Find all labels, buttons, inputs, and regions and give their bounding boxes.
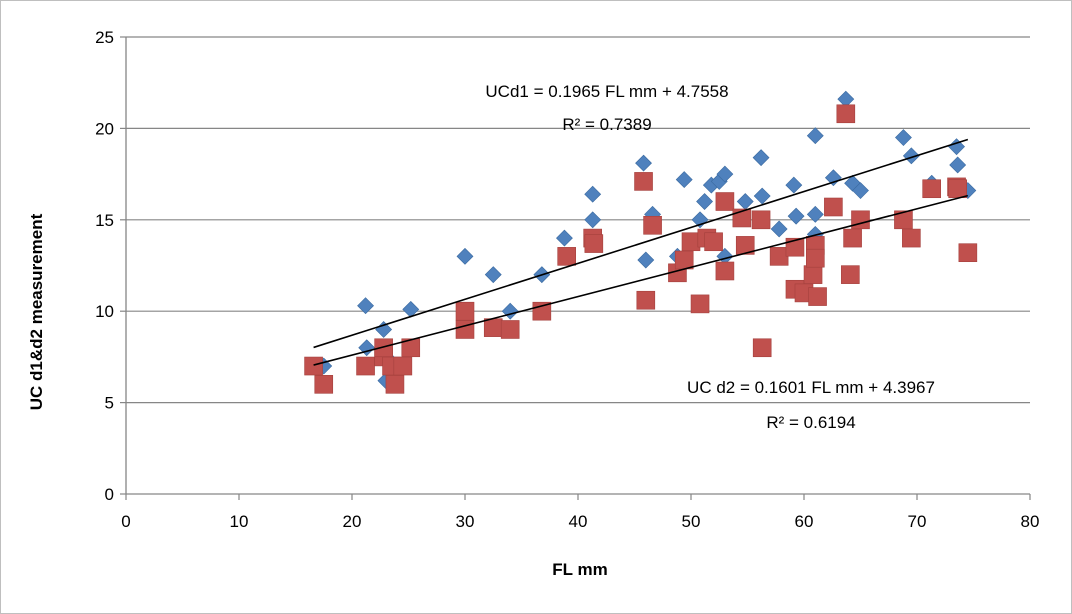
data-point-diamond: [456, 247, 474, 265]
x-axis-ticks: 0 10 20 30 40 50 60 70 80: [121, 494, 1039, 531]
data-point-square: [958, 243, 978, 263]
data-point-square: [557, 247, 577, 266]
data-point-diamond: [949, 156, 967, 174]
y-tick-label: 25: [95, 28, 114, 47]
data-point-square: [314, 375, 334, 394]
trendline-2: [313, 194, 969, 366]
data-point-diamond: [635, 154, 652, 172]
data-point-square: [715, 261, 735, 281]
data-point-diamond: [785, 176, 803, 194]
trendline-1-r-squared: R² = 0.7389: [562, 115, 651, 134]
trendline-1: [313, 138, 969, 349]
x-tick-label: 30: [456, 512, 475, 531]
data-point-square: [785, 237, 805, 257]
data-point-square: [948, 179, 967, 199]
data-point-diamond: [675, 171, 693, 189]
data-point-square: [769, 247, 789, 266]
data-point-square: [393, 356, 413, 376]
x-tick-label: 20: [343, 512, 362, 531]
x-tick-label: 80: [1021, 512, 1040, 531]
y-axis-title: UC d1&d2 measurement: [27, 213, 46, 410]
y-tick-label: 20: [95, 119, 114, 138]
data-point-diamond: [584, 185, 602, 203]
series-2-points: [304, 104, 978, 394]
data-point-square: [752, 338, 772, 358]
data-point-square: [902, 228, 921, 248]
data-point-diamond: [753, 187, 771, 205]
data-point-diamond: [556, 229, 573, 247]
data-point-square: [584, 234, 604, 253]
data-point-diamond: [806, 205, 824, 223]
x-tick-label: 0: [121, 512, 130, 531]
data-point-diamond: [902, 147, 920, 165]
data-point-diamond: [852, 182, 869, 199]
data-point-diamond: [806, 127, 824, 145]
y-tick-label: 0: [105, 485, 114, 504]
y-tick-label: 10: [95, 302, 114, 321]
data-point-square: [356, 356, 375, 376]
data-point-square: [836, 104, 856, 124]
x-axis-title: FL mm: [552, 560, 607, 579]
data-point-square: [841, 265, 860, 284]
data-point-square: [401, 338, 421, 358]
data-point-diamond: [736, 193, 754, 210]
gridlines: [126, 36, 1030, 404]
data-point-square: [681, 232, 701, 252]
y-axis-ticks: 0 5 10 15 20 25: [95, 28, 126, 504]
data-point-square: [751, 210, 771, 230]
x-tick-label: 40: [569, 512, 588, 531]
data-point-diamond: [501, 302, 519, 320]
data-point-diamond: [787, 207, 805, 225]
x-tick-label: 60: [795, 512, 814, 531]
trendline-2-equation: UC d2 = 0.1601 FL mm + 4.3967: [687, 378, 935, 397]
data-point-diamond: [357, 297, 374, 315]
data-point-square: [803, 265, 823, 284]
data-point-square: [843, 228, 862, 248]
data-point-diamond: [484, 266, 502, 284]
data-point-square: [455, 301, 475, 321]
trendline-2-r-squared: R² = 0.6194: [766, 413, 855, 432]
data-point-square: [715, 192, 735, 211]
data-point-square: [500, 320, 520, 339]
data-point-diamond: [770, 220, 788, 238]
data-point-square: [808, 287, 827, 306]
data-point-square: [634, 172, 653, 191]
y-tick-label: 5: [105, 394, 114, 413]
data-point-square: [643, 215, 662, 235]
x-tick-label: 70: [908, 512, 927, 531]
data-point-square: [636, 290, 656, 310]
axes: [125, 37, 1030, 495]
trendline-1-equation: UCd1 = 0.1965 FL mm + 4.7558: [485, 82, 728, 101]
series-layer: [304, 90, 978, 394]
data-point-square: [735, 236, 755, 255]
trendline-layer: [313, 138, 969, 366]
data-point-square: [824, 197, 843, 217]
data-point-square: [851, 210, 870, 230]
data-point-square: [304, 356, 323, 376]
x-tick-label: 10: [230, 512, 249, 531]
data-point-diamond: [895, 129, 912, 146]
data-point-square: [690, 294, 710, 314]
data-point-square: [805, 248, 825, 268]
y-tick-label: 15: [95, 211, 114, 230]
data-point-diamond: [584, 211, 602, 229]
data-point-square: [385, 375, 405, 394]
data-point-square: [674, 250, 694, 270]
data-point-diamond: [716, 165, 734, 183]
data-point-diamond: [696, 193, 713, 210]
data-point-diamond: [752, 149, 770, 167]
data-point-square: [922, 179, 941, 199]
data-point-square: [455, 320, 475, 339]
data-point-square: [483, 318, 503, 337]
data-point-diamond: [637, 251, 655, 269]
x-tick-label: 50: [682, 512, 701, 531]
data-point-square: [704, 232, 723, 252]
